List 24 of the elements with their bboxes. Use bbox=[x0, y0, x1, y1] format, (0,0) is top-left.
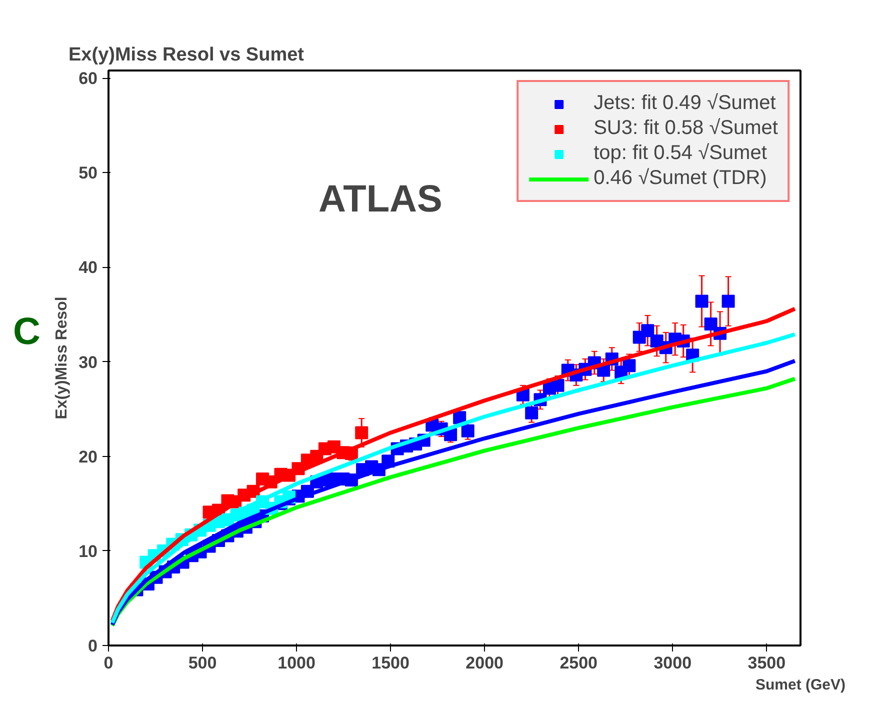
y-tick-label: 30 bbox=[78, 352, 98, 372]
x-tick-label: 500 bbox=[188, 654, 217, 672]
text: C bbox=[13, 310, 40, 355]
x-axis-title: Sumet (GeV) bbox=[755, 676, 846, 694]
y-tick-label: 60 bbox=[78, 69, 98, 88]
legend-label: 0.46 √Sumet (TDR) bbox=[594, 167, 767, 190]
x-tick-label: 1500 bbox=[372, 654, 410, 672]
y-tick-label: 20 bbox=[78, 447, 98, 466]
legend-label: SU3: fit 0.58 √Sumet bbox=[594, 117, 778, 140]
legend-label: Jets: fit 0.49 √Sumet bbox=[594, 92, 776, 115]
y-tick-label: 40 bbox=[78, 258, 98, 278]
legend-label: top: fit 0.54 √Sumet bbox=[594, 142, 767, 165]
x-tick-label: 2000 bbox=[466, 654, 504, 672]
y-tick-label: 10 bbox=[78, 542, 98, 561]
y-axis-title: Ex(y)Miss Resol bbox=[54, 296, 71, 420]
x-tick-label: 3000 bbox=[654, 654, 692, 672]
x-tick-label: 3500 bbox=[748, 654, 786, 672]
annotation: ATLAS bbox=[318, 178, 442, 220]
x-tick-label: 1000 bbox=[278, 654, 316, 672]
x-tick-label: 0 bbox=[104, 654, 114, 672]
x-tick-label: 2500 bbox=[560, 654, 598, 672]
chart-title: Ex(y)Miss Resol vs Sumet bbox=[68, 44, 305, 66]
y-tick-label: 0 bbox=[88, 636, 98, 656]
y-tick-label: 50 bbox=[78, 164, 98, 183]
